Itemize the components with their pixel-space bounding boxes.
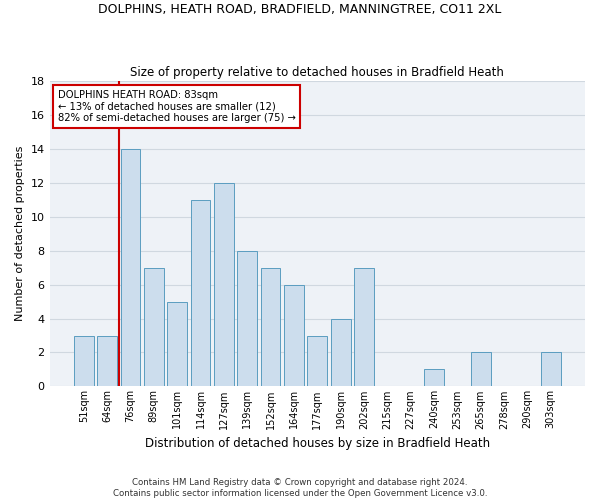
X-axis label: Distribution of detached houses by size in Bradfield Heath: Distribution of detached houses by size … [145,437,490,450]
Bar [97,336,117,386]
Bar [284,284,304,386]
Bar [471,352,491,386]
Bar [121,149,140,386]
Bar [424,370,444,386]
Bar [331,318,350,386]
Bar [307,336,327,386]
Bar [191,200,211,386]
Bar [144,268,164,386]
Text: Contains HM Land Registry data © Crown copyright and database right 2024.
Contai: Contains HM Land Registry data © Crown c… [113,478,487,498]
Text: DOLPHINS HEATH ROAD: 83sqm
← 13% of detached houses are smaller (12)
82% of semi: DOLPHINS HEATH ROAD: 83sqm ← 13% of deta… [58,90,295,124]
Bar [354,268,374,386]
Bar [541,352,560,386]
Bar [74,336,94,386]
Bar [167,302,187,386]
Bar [260,268,280,386]
Title: Size of property relative to detached houses in Bradfield Heath: Size of property relative to detached ho… [130,66,504,78]
Text: DOLPHINS, HEATH ROAD, BRADFIELD, MANNINGTREE, CO11 2XL: DOLPHINS, HEATH ROAD, BRADFIELD, MANNING… [98,2,502,16]
Bar [214,183,234,386]
Y-axis label: Number of detached properties: Number of detached properties [15,146,25,322]
Bar [238,250,257,386]
